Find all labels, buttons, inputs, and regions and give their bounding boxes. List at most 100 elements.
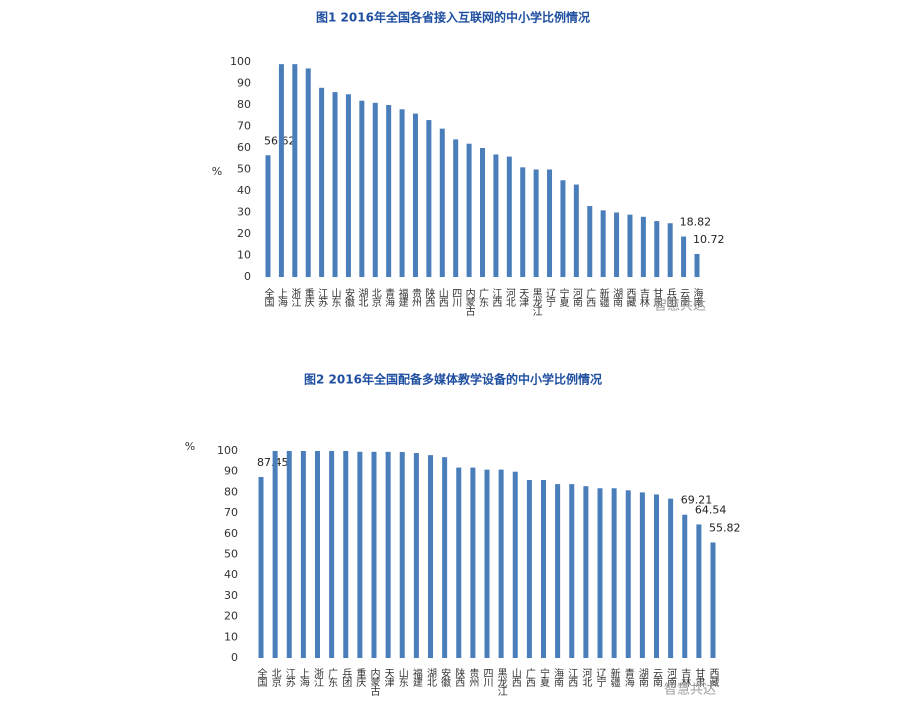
bar xyxy=(300,451,306,658)
x-tick-label: 广西 xyxy=(584,288,596,307)
bar xyxy=(498,469,504,658)
bar xyxy=(286,451,292,658)
bar xyxy=(526,479,532,658)
y-tick-label: 20 xyxy=(224,610,238,623)
bar xyxy=(533,169,539,277)
x-tick-label: 江苏 xyxy=(316,288,328,308)
x-tick-label: 青海 xyxy=(383,287,395,308)
value-label: 18.82 xyxy=(680,216,712,229)
x-tick-label: 河南 xyxy=(665,668,677,687)
y-axis-label: % xyxy=(185,440,195,453)
bar xyxy=(694,253,700,277)
x-tick-label: 山东 xyxy=(329,288,341,307)
bar xyxy=(292,64,298,278)
bar xyxy=(343,451,349,658)
y-tick-label: 50 xyxy=(237,163,251,176)
x-tick-label: 全国 xyxy=(262,287,274,308)
value-label: 10.72 xyxy=(693,233,725,246)
x-tick-label: 贵州 xyxy=(467,667,479,687)
bar xyxy=(512,471,518,658)
y-tick-label: 80 xyxy=(237,98,251,111)
bar xyxy=(470,467,476,658)
bar xyxy=(682,514,688,658)
x-tick-label: 上海 xyxy=(275,288,287,308)
bar xyxy=(371,451,377,658)
x-tick-label: 宁夏 xyxy=(557,287,569,307)
bar xyxy=(640,216,646,277)
bar xyxy=(413,453,419,658)
x-tick-label: 湖北 xyxy=(425,668,437,687)
x-tick-label: 西藏 xyxy=(707,668,719,688)
y-tick-label: 70 xyxy=(224,506,238,519)
bar xyxy=(359,100,365,277)
x-tick-label: 北京 xyxy=(369,288,381,308)
x-tick-label: 天津 xyxy=(517,288,529,308)
x-tick-label: 吉林 xyxy=(679,668,691,688)
x-tick-label: 山东 xyxy=(396,668,408,687)
bar xyxy=(412,113,418,277)
y-tick-label: 100 xyxy=(230,55,251,68)
bar xyxy=(569,484,575,658)
y-tick-label: 80 xyxy=(224,485,238,498)
bar xyxy=(654,221,660,277)
y-tick-label: 90 xyxy=(237,77,251,90)
y-tick-label: 40 xyxy=(237,184,251,197)
bar xyxy=(573,184,579,277)
bar xyxy=(399,452,405,658)
watermark: 智慧共达 xyxy=(654,298,706,314)
bar xyxy=(466,143,472,277)
x-tick-label: 海南 xyxy=(691,287,703,307)
x-tick-label: 辽宁 xyxy=(544,288,556,307)
x-tick-label: 广东 xyxy=(477,288,489,307)
x-tick-label: 河南 xyxy=(570,288,582,307)
bar xyxy=(668,498,674,658)
bar xyxy=(305,68,311,277)
x-tick-label: 甘肃 xyxy=(693,667,705,688)
x-tick-label: 贵州 xyxy=(409,287,421,307)
x-tick-label: 青海 xyxy=(622,667,634,688)
x-tick-label: 山西 xyxy=(436,288,448,307)
x-tick-label: 江西 xyxy=(490,288,502,307)
x-tick-label: 浙江 xyxy=(289,288,301,307)
bar xyxy=(480,148,485,277)
y-tick-label: 30 xyxy=(237,206,251,219)
value-label: 64.54 xyxy=(695,503,727,516)
bar xyxy=(547,169,553,277)
x-tick-label: 河北 xyxy=(580,668,592,687)
x-tick-label: 江西 xyxy=(566,668,578,687)
x-tick-label: 江苏 xyxy=(283,668,295,688)
bar xyxy=(627,214,633,277)
bar xyxy=(625,490,631,658)
bar xyxy=(265,155,271,277)
bar xyxy=(587,206,593,277)
y-tick-label: 90 xyxy=(224,465,238,478)
x-tick-label: 吉林 xyxy=(637,288,649,308)
bar xyxy=(399,109,405,277)
bar xyxy=(319,87,325,277)
y-tick-label: 10 xyxy=(237,249,251,262)
x-tick-label: 云南 xyxy=(651,668,663,687)
x-tick-label: 湖南 xyxy=(636,668,648,687)
x-tick-label: 内蒙古 xyxy=(368,667,380,697)
y-tick-label: 70 xyxy=(237,120,251,133)
x-tick-label: 重庆 xyxy=(302,287,314,308)
bar xyxy=(385,451,391,658)
bar xyxy=(611,488,617,658)
bar xyxy=(696,524,702,658)
bar xyxy=(329,451,335,658)
x-tick-label: 福建 xyxy=(410,667,422,687)
bar xyxy=(442,457,448,658)
bar xyxy=(332,92,338,277)
watermark: 智慧共达 xyxy=(664,682,716,698)
x-tick-label: 浙江 xyxy=(312,668,324,687)
bar xyxy=(560,180,566,277)
x-tick-label: 新疆 xyxy=(597,287,609,308)
bar xyxy=(493,154,499,277)
bar xyxy=(614,212,620,277)
x-tick-label: 全国 xyxy=(255,667,267,688)
bar xyxy=(639,492,645,658)
x-tick-label: 上海 xyxy=(297,668,309,688)
x-tick-label: 内蒙古 xyxy=(463,287,475,317)
bar xyxy=(439,128,445,277)
